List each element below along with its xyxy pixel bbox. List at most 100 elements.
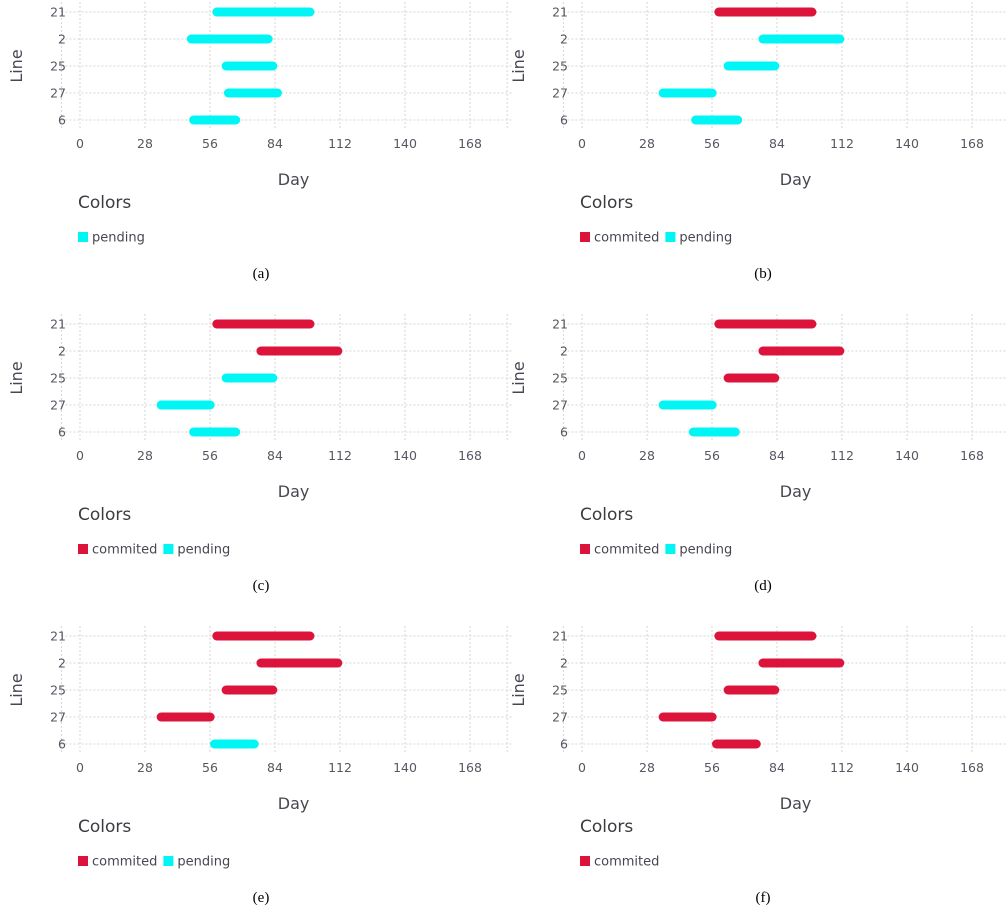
x-tick-label: 56 <box>704 760 720 775</box>
legend-swatch <box>665 232 676 242</box>
legend-swatch <box>580 544 590 554</box>
x-tick-label: 168 <box>960 448 984 463</box>
y-tick-label: 6 <box>58 425 66 440</box>
x-axis-label: Day <box>278 794 310 813</box>
y-tick-label: 21 <box>50 629 66 644</box>
chart-panel: 21 2 25 27 60 28 56 84 112 140 168 Day Line Colors com… <box>7 314 512 594</box>
x-tick-label: 112 <box>328 760 352 775</box>
legend-label: commited <box>594 543 659 558</box>
panel-caption: (a) <box>253 266 270 282</box>
legend-swatch <box>163 544 174 554</box>
gantt-bar <box>212 631 315 641</box>
y-tick-label: 2 <box>58 32 66 47</box>
x-tick-label: 168 <box>458 136 482 151</box>
legend-swatch <box>78 232 88 242</box>
y-axis-label: Line <box>7 49 26 82</box>
gantt-bar <box>156 712 215 722</box>
y-tick-label: 27 <box>552 398 568 413</box>
gantt-bar <box>223 88 282 98</box>
y-tick-label: 25 <box>50 59 66 74</box>
y-axis-label: Line <box>7 673 26 706</box>
gantt-bar <box>221 373 278 383</box>
gantt-bar <box>256 658 343 668</box>
legend-label: commited <box>594 855 659 870</box>
y-tick-label: 21 <box>552 317 568 332</box>
y-tick-label: 21 <box>552 5 568 20</box>
legend-title: Colors <box>580 817 633 837</box>
gantt-bar <box>723 373 780 383</box>
gantt-bar <box>712 739 761 749</box>
panel-caption: (f) <box>756 890 771 906</box>
chart-panel: 21 2 25 27 60 28 56 84 112 140 168 Day Line Colors com… <box>509 2 1006 282</box>
x-tick-label: 0 <box>578 136 586 151</box>
chart-panel: 21 2 25 27 60 28 56 84 112 140 168 Day Line Colors pen… <box>7 2 512 282</box>
x-tick-label: 84 <box>267 448 283 463</box>
y-tick-label: 21 <box>50 5 66 20</box>
y-tick-label: 6 <box>560 425 568 440</box>
y-axis-label: Line <box>7 361 26 394</box>
legend-swatch <box>580 232 590 242</box>
gantt-bar <box>212 7 315 17</box>
legend-label: commited <box>594 231 659 246</box>
x-tick-label: 84 <box>769 448 785 463</box>
gantt-bar <box>189 115 241 125</box>
gantt-bar <box>658 712 717 722</box>
panel-caption: (b) <box>754 266 772 282</box>
x-tick-label: 112 <box>830 136 854 151</box>
x-tick-label: 140 <box>393 448 417 463</box>
y-tick-label: 27 <box>552 86 568 101</box>
x-axis-label: Day <box>780 482 812 501</box>
gantt-bar <box>688 427 740 437</box>
y-tick-label: 2 <box>560 344 568 359</box>
x-tick-label: 56 <box>704 448 720 463</box>
x-tick-label: 56 <box>202 448 218 463</box>
chart-panel: 21 2 25 27 60 28 56 84 112 140 168 Day Line Colors com… <box>509 314 1006 594</box>
x-tick-label: 84 <box>769 760 785 775</box>
gantt-bar <box>714 319 817 329</box>
legend-swatch <box>580 856 590 866</box>
y-tick-label: 25 <box>552 683 568 698</box>
x-tick-label: 84 <box>267 760 283 775</box>
x-tick-label: 140 <box>393 136 417 151</box>
x-axis-label: Day <box>278 482 310 501</box>
chart-panel: 21 2 25 27 60 28 56 84 112 140 168 Day Line Colors com… <box>509 626 1006 906</box>
y-tick-label: 25 <box>50 683 66 698</box>
gantt-bar <box>758 346 845 356</box>
y-tick-label: 6 <box>560 113 568 128</box>
gantt-bar <box>658 400 717 410</box>
chart-panel: 21 2 25 27 60 28 56 84 112 140 168 Day Line Colors com… <box>7 626 512 906</box>
panel-caption: (d) <box>754 578 772 594</box>
x-tick-label: 56 <box>202 136 218 151</box>
x-tick-label: 112 <box>830 760 854 775</box>
legend-title: Colors <box>580 505 633 525</box>
x-tick-label: 0 <box>76 448 84 463</box>
legend-label: pending <box>177 543 230 558</box>
y-tick-label: 2 <box>560 656 568 671</box>
x-tick-label: 56 <box>704 136 720 151</box>
gantt-bar <box>658 88 717 98</box>
x-tick-label: 28 <box>639 448 655 463</box>
panel-caption: (e) <box>253 890 270 906</box>
gantt-bar <box>156 400 215 410</box>
legend-swatch <box>665 544 676 554</box>
gantt-bar <box>186 34 273 44</box>
legend-swatch <box>78 544 88 554</box>
x-axis-label: Day <box>780 170 812 189</box>
x-tick-label: 168 <box>458 448 482 463</box>
gantt-bar <box>723 61 780 71</box>
legend-label: pending <box>679 231 732 246</box>
x-axis-label: Day <box>780 794 812 813</box>
y-tick-label: 6 <box>560 737 568 752</box>
gantt-bar <box>714 7 817 17</box>
y-axis-label: Line <box>509 361 528 394</box>
gantt-bar <box>256 346 343 356</box>
legend-swatch <box>78 856 88 866</box>
gantt-bar <box>221 685 278 695</box>
gantt-bar <box>210 739 259 749</box>
legend-label: commited <box>92 855 157 870</box>
x-tick-label: 168 <box>960 136 984 151</box>
y-tick-label: 6 <box>58 737 66 752</box>
x-axis-label: Day <box>278 170 310 189</box>
y-tick-label: 21 <box>552 629 568 644</box>
